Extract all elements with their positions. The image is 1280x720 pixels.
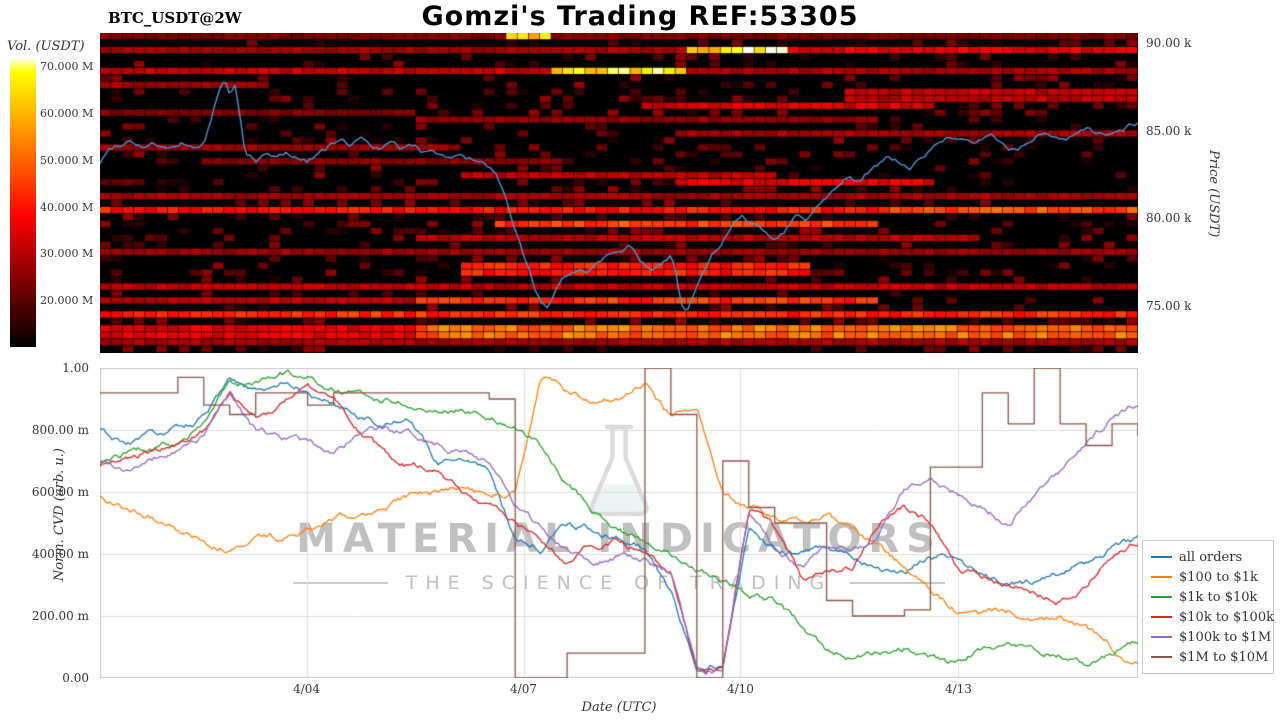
legend-entry: all orders: [1151, 547, 1265, 567]
cvd-y-tick-label: 400.00 m: [31, 547, 89, 561]
legend-swatch: [1151, 556, 1172, 558]
colorbar-tick-label: 50.000 M: [40, 153, 94, 167]
date-tick-label: 4/07: [510, 682, 537, 696]
price-axis-ticks: 90.00 k 85.00 k 80.00 k 75.00 k: [1146, 33, 1206, 353]
colorbar-ticks: 70.000 M 60.000 M 50.000 M 40.000 M 30.000 M…: [40, 57, 110, 347]
legend-label: all orders: [1179, 549, 1243, 565]
legend-entry: $100k to $1M: [1151, 627, 1271, 647]
legend-swatch: [1151, 596, 1172, 598]
colorbar-tick-label: 60.000 M: [40, 107, 94, 121]
cvd-y-axis-ticks: 1.00 800.00 m 600.00 m 400.00 m 200.00 m 0.00: [0, 361, 95, 685]
liquidity-heatmap-canvas: [100, 33, 1138, 353]
legend-entry: $1M to $10M: [1151, 647, 1269, 667]
legend-label: $100k to $1M: [1179, 629, 1272, 645]
date-tick-label: 4/13: [944, 682, 972, 696]
cvd-y-tick-label: 200.00 m: [31, 609, 89, 623]
colorbar-tick-label: 40.000 M: [40, 200, 94, 214]
price-tick-label: 75.00 k: [1146, 298, 1192, 313]
cvd-y-tick-label: 1.00: [62, 361, 89, 375]
legend-entry: $1k to $10k: [1151, 587, 1265, 607]
series-legend: all orders $100 to $1k $1k to $10k $10k to …: [1142, 540, 1274, 674]
legend-label: $100 to $1k: [1179, 569, 1258, 585]
legend-swatch: [1151, 616, 1172, 618]
date-tick-label: 4/04: [293, 682, 321, 696]
date-tick-label: 4/10: [726, 682, 754, 696]
price-tick-label: 80.00 k: [1146, 211, 1192, 226]
legend-label: $10k to $100k: [1179, 609, 1274, 625]
legend-swatch: [1151, 636, 1172, 638]
colorbar-label: Vol. (USDT): [7, 39, 85, 54]
price-tick-label: 90.00 k: [1146, 36, 1192, 51]
cvd-y-tick-label: 600.00 m: [31, 485, 89, 499]
date-axis-label: Date (UTC): [581, 700, 657, 715]
cvd-chart-canvas: [100, 368, 1138, 678]
legend-swatch: [1151, 656, 1172, 658]
colorbar-tick-label: 20.000 M: [40, 294, 94, 308]
volume-colorbar: [10, 57, 36, 347]
symbol-label: BTC_USDT@2W: [108, 9, 242, 27]
legend-label: $1M to $10M: [1179, 649, 1269, 665]
colorbar-tick-label: 70.000 M: [40, 60, 94, 74]
cvd-y-tick-label: 800.00 m: [31, 423, 89, 437]
page-title: Gomzi's Trading REF:53305: [421, 1, 859, 32]
price-axis-label: Price (USDT): [1206, 150, 1221, 238]
legend-entry: $10k to $100k: [1151, 607, 1274, 627]
legend-label: $1k to $10k: [1179, 589, 1258, 605]
cvd-y-tick-label: 0.00: [62, 671, 89, 685]
legend-swatch: [1151, 576, 1172, 578]
cvd-y-axis-label: Norm. CVD (arb. u.): [52, 448, 67, 582]
price-tick-label: 85.00 k: [1146, 123, 1192, 138]
colorbar-tick-label: 30.000 M: [40, 247, 94, 261]
date-axis-ticks: 4/04 4/07 4/10 4/13: [100, 682, 1138, 698]
legend-entry: $100 to $1k: [1151, 567, 1265, 587]
